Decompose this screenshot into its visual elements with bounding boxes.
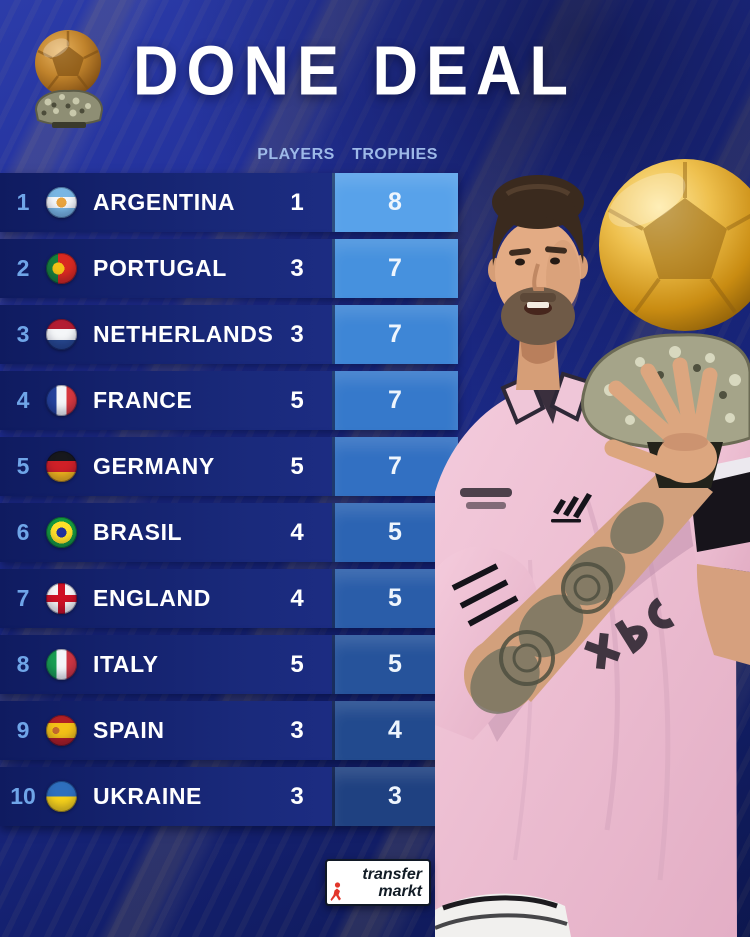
rank-number: 4 — [16, 387, 30, 413]
country-name: ARGENTINA — [93, 189, 236, 215]
players-count: 1 — [290, 188, 304, 216]
england-flag-icon — [46, 583, 77, 614]
players-column-header: PLAYERS — [257, 146, 335, 163]
rank-number: 6 — [16, 519, 30, 545]
country-name: BRASIL — [93, 519, 183, 545]
rank-number: 5 — [16, 453, 30, 479]
page-title: DONE DEAL — [133, 33, 577, 111]
transfermarkt-logo-text-top: transfer — [362, 865, 422, 883]
rank-number: 9 — [16, 717, 30, 743]
ballon-dor-icon — [34, 30, 104, 128]
spain-flag-icon — [46, 715, 77, 746]
brazil-flag-icon — [46, 517, 77, 548]
table-row: 1 ARGENTINA 1 8 — [0, 173, 458, 232]
table-row: 8 ITALY 5 5 — [0, 635, 458, 694]
tattooed-forearm — [464, 460, 713, 714]
trophies-count-cell: 7 — [332, 371, 458, 430]
players-count: 5 — [290, 386, 304, 414]
trophies-count-cell: 7 — [332, 239, 458, 298]
table-row: 10 UKRAINE 3 3 — [0, 767, 458, 826]
table-row: 4 FRANCE 5 7 — [0, 371, 458, 430]
country-name: NETHERLANDS — [93, 321, 274, 347]
table-row: 7 ENGLAND 4 5 — [0, 569, 458, 628]
hand — [604, 357, 718, 483]
country-name: SPAIN — [93, 717, 165, 743]
transfermarkt-logo: transfer markt — [325, 859, 431, 906]
trophies-count-cell: 7 — [332, 305, 458, 364]
trophies-count-cell: 8 — [332, 173, 458, 232]
table-row: 9 SPAIN 3 4 — [0, 701, 458, 760]
transfermarkt-logo-text-bottom: markt — [378, 882, 422, 900]
rank-number: 3 — [16, 321, 30, 347]
players-count: 4 — [290, 584, 304, 612]
country-name: GERMANY — [93, 453, 215, 479]
rank-number: 2 — [16, 255, 30, 281]
adidas-logo — [551, 493, 592, 523]
table-row: 5 GERMANY 5 7 — [0, 437, 458, 496]
sleeve-sponsor-marks — [584, 597, 675, 670]
table-row: 6 BRASIL 4 5 — [0, 503, 458, 562]
france-flag-icon — [46, 385, 77, 416]
germany-flag-icon — [46, 451, 77, 482]
rank-number: 10 — [10, 783, 36, 809]
argentina-flag-icon — [46, 187, 77, 218]
rank-number: 7 — [16, 585, 30, 611]
ukraine-flag-icon — [46, 781, 77, 812]
rank-number: 1 — [16, 189, 30, 215]
players-count: 3 — [290, 716, 304, 744]
players-count: 5 — [290, 650, 304, 678]
netherlands-flag-icon — [46, 319, 77, 350]
players-count: 3 — [290, 782, 304, 810]
messi-photo — [435, 159, 750, 937]
country-name: PORTUGAL — [93, 255, 227, 281]
players-count: 5 — [290, 452, 304, 480]
ranking-table: 1 ARGENTINA 1 8 2 PORTUGAL 3 7 3 NETHERLANDS 3 7 4 FR… — [0, 173, 458, 833]
players-count: 3 — [290, 254, 304, 282]
trophies-column-header: TROPHIES — [352, 146, 438, 163]
country-name: ITALY — [93, 651, 159, 677]
beard — [501, 287, 575, 345]
italy-flag-icon — [46, 649, 77, 680]
table-row: 2 PORTUGAL 3 7 — [0, 239, 458, 298]
rank-number: 8 — [16, 651, 30, 677]
messi-head — [488, 175, 588, 345]
shorts — [435, 893, 571, 937]
transfermarkt-player-icon — [330, 882, 341, 901]
players-count: 4 — [290, 518, 304, 546]
table-row: 3 NETHERLANDS 3 7 — [0, 305, 458, 364]
country-name: FRANCE — [93, 387, 193, 413]
players-count: 3 — [290, 320, 304, 348]
portugal-flag-icon — [46, 253, 77, 284]
country-name: UKRAINE — [93, 783, 202, 809]
country-name: ENGLAND — [93, 585, 211, 611]
